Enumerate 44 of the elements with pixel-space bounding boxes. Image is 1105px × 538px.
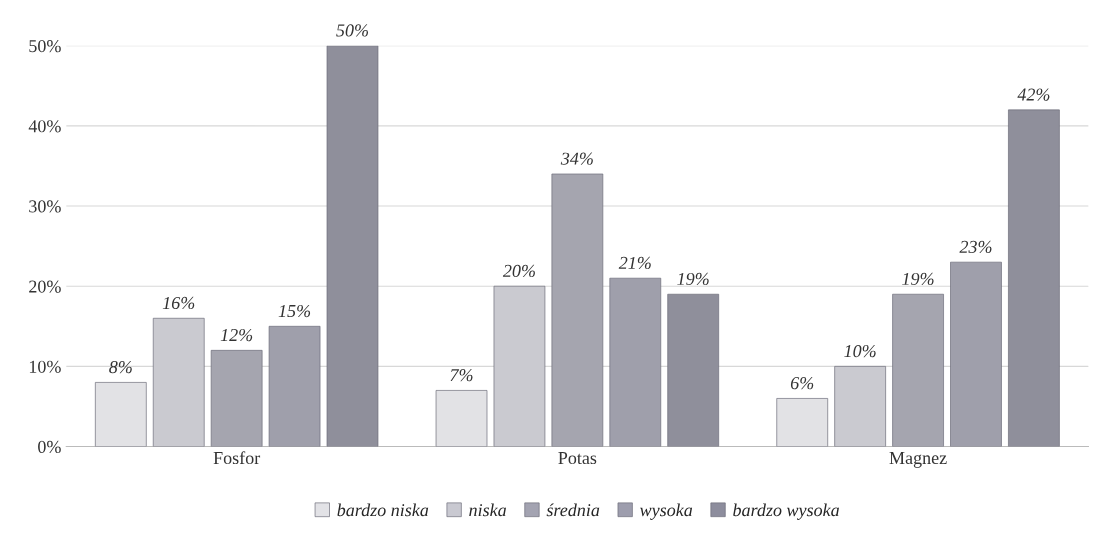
data-label: 7%: [450, 369, 473, 382]
legend-label: niska: [469, 503, 506, 517]
data-label: 12%: [220, 328, 253, 342]
data-label: 6%: [790, 377, 814, 390]
y-tick-label: 10%: [29, 360, 61, 373]
y-tick-label: 20%: [29, 280, 61, 293]
bar: [493, 285, 546, 447]
data-label: 20%: [502, 264, 535, 278]
bar: [834, 366, 886, 447]
data-label: 16%: [162, 296, 195, 310]
bar: [667, 293, 720, 447]
bar: [776, 398, 829, 447]
data-label: 19%: [677, 272, 709, 286]
x-tick-label: Magnez: [889, 452, 947, 468]
data-label: 42%: [1017, 88, 1050, 101]
legend-label: bardzo wysoka: [733, 503, 839, 520]
bar: [152, 317, 205, 447]
bar: [551, 173, 604, 447]
y-tick-label: 30%: [29, 200, 61, 213]
legend-label: średnia: [546, 503, 600, 517]
x-tick-label: Fosfor: [213, 451, 261, 465]
data-label: 8%: [109, 361, 132, 374]
x-tick-label: Potas: [558, 452, 597, 465]
y-tick-label: 40%: [28, 120, 61, 133]
bar: [435, 390, 488, 447]
data-label: 50%: [336, 24, 369, 37]
data-label: 15%: [278, 304, 311, 318]
bar: [950, 261, 1002, 447]
bar: [1008, 109, 1060, 447]
legend-label: wysoka: [640, 503, 693, 520]
legend-label: bardzo niska: [337, 503, 429, 517]
bar: [609, 277, 662, 447]
bar: [892, 293, 944, 447]
bar: [210, 350, 263, 447]
data-label: 10%: [844, 344, 876, 358]
bar: [94, 382, 147, 447]
data-label: 34%: [560, 152, 593, 165]
bar: [268, 325, 321, 447]
y-tick-label: 50%: [29, 39, 61, 53]
y-tick-label: 0%: [38, 440, 61, 454]
data-label: 21%: [618, 256, 651, 270]
data-label: 23%: [959, 240, 992, 253]
bar: [326, 45, 379, 447]
data-label: 19%: [902, 272, 934, 286]
